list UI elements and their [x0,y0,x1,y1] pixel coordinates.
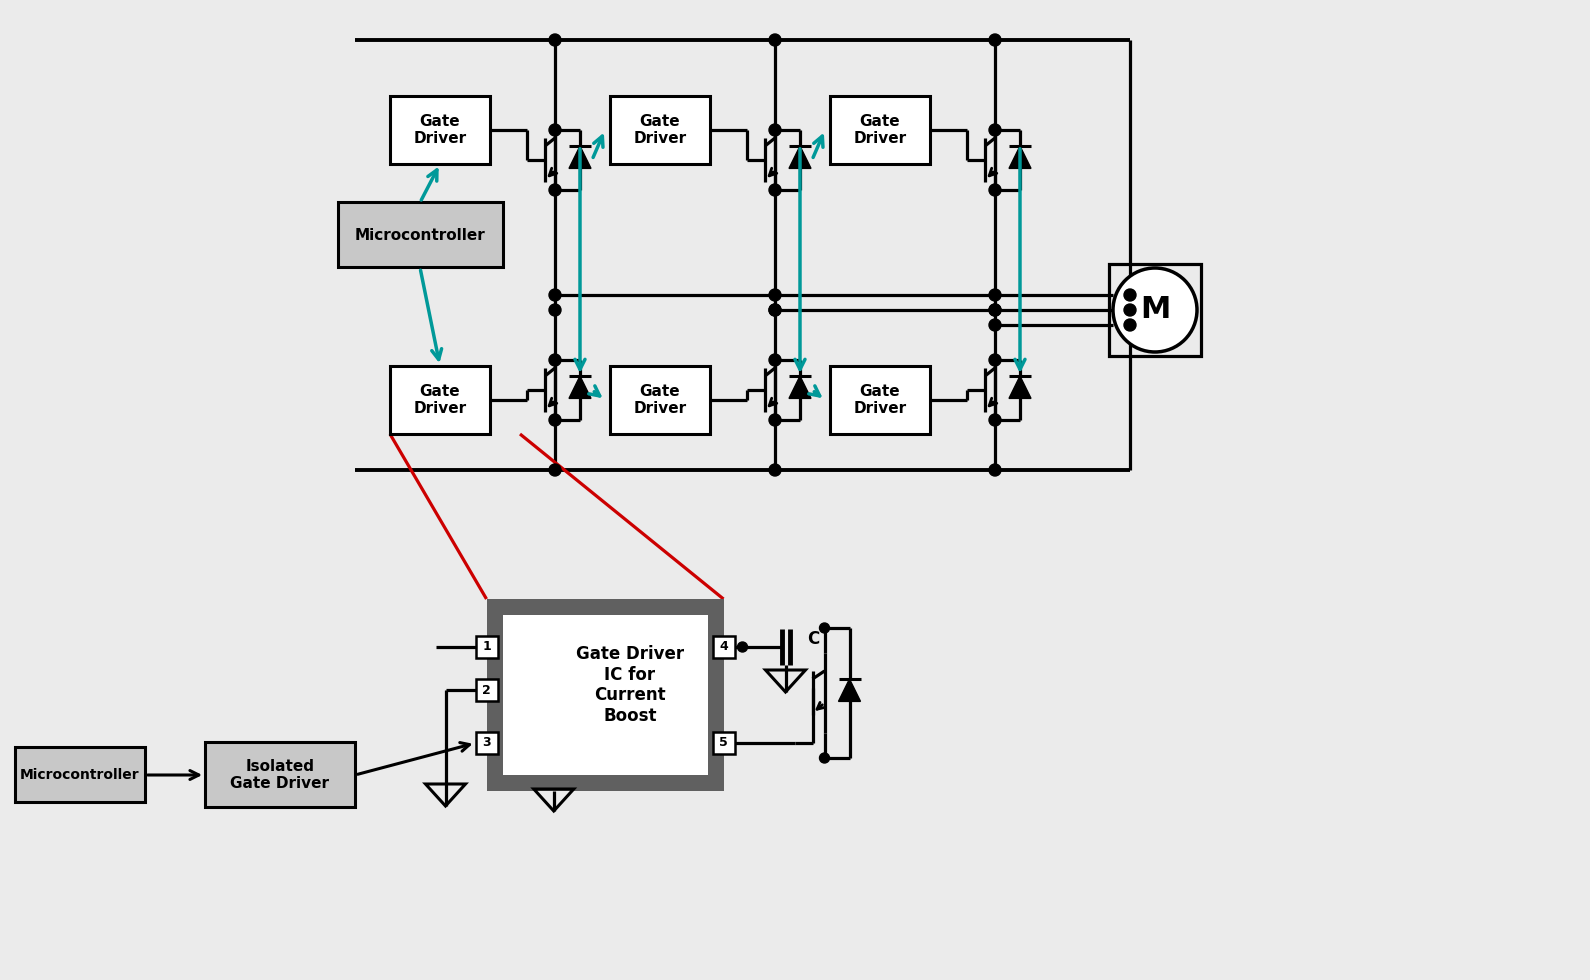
Bar [712,732,735,754]
Circle shape [1113,268,1197,352]
Circle shape [549,304,561,316]
Bar [475,636,498,658]
Text: 2: 2 [482,683,491,697]
Polygon shape [1010,376,1030,399]
Circle shape [989,304,1002,316]
Text: 3: 3 [482,737,491,750]
Polygon shape [1010,146,1030,169]
Circle shape [549,414,561,426]
Circle shape [989,354,1002,366]
Text: Gate
Driver: Gate Driver [854,114,906,146]
Circle shape [770,304,781,316]
Bar [830,96,930,164]
Text: Gate Driver
IC for
Current
Boost: Gate Driver IC for Current Boost [576,645,684,725]
Text: Gate
Driver: Gate Driver [633,384,687,416]
Bar [712,636,735,658]
Bar [390,96,490,164]
Text: Microcontroller: Microcontroller [21,768,140,782]
Circle shape [549,464,561,476]
Circle shape [770,414,781,426]
Circle shape [738,642,747,652]
Bar [611,366,711,434]
Text: Isolated
Gate Driver: Isolated Gate Driver [231,759,329,791]
Bar [205,743,355,808]
Circle shape [549,184,561,196]
Circle shape [770,184,781,196]
Polygon shape [789,146,811,169]
Circle shape [549,354,561,366]
Circle shape [989,289,1002,301]
Bar [1108,264,1200,356]
Circle shape [1124,289,1135,301]
Text: Gate
Driver: Gate Driver [633,114,687,146]
Text: C: C [808,630,820,648]
Bar [475,732,498,754]
Circle shape [770,124,781,136]
Bar [502,615,708,775]
Circle shape [770,289,781,301]
Text: 4: 4 [719,641,728,654]
Circle shape [989,304,1002,316]
Circle shape [549,34,561,46]
Text: M: M [1140,296,1170,324]
Bar [475,679,498,701]
Circle shape [819,623,830,633]
Bar [830,366,930,434]
Circle shape [549,289,561,301]
Polygon shape [838,679,860,702]
Circle shape [770,464,781,476]
Circle shape [770,34,781,46]
Bar [337,203,502,268]
Bar [390,366,490,434]
Circle shape [549,124,561,136]
Circle shape [1124,304,1135,316]
Circle shape [989,184,1002,196]
Bar [611,96,711,164]
Circle shape [1124,319,1135,331]
Circle shape [989,464,1002,476]
Circle shape [770,304,781,316]
Text: Gate
Driver: Gate Driver [413,114,466,146]
Circle shape [989,319,1002,331]
Polygon shape [789,376,811,399]
Text: 5: 5 [719,737,728,750]
Bar [487,599,723,791]
Circle shape [989,414,1002,426]
Text: Gate
Driver: Gate Driver [413,384,466,416]
Text: Microcontroller: Microcontroller [355,227,485,242]
Circle shape [819,753,830,763]
Polygon shape [569,146,591,169]
Circle shape [770,354,781,366]
Polygon shape [569,376,591,399]
Text: 1: 1 [482,641,491,654]
Text: Gate
Driver: Gate Driver [854,384,906,416]
Circle shape [989,34,1002,46]
Circle shape [989,124,1002,136]
Bar [14,748,145,803]
